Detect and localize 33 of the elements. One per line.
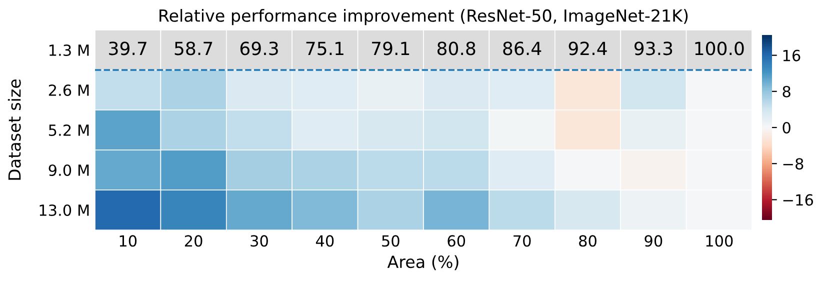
y-tick-label: 13.0 M [40, 204, 89, 216]
x-tick-label: 100 [706, 235, 733, 247]
color-bar-label: 16 [783, 50, 800, 62]
y-tick-label: 5.2 M [48, 124, 89, 136]
x-tick-label: 40 [316, 235, 334, 247]
data-label: 100.0 [695, 42, 744, 56]
data-label: 80.8 [437, 42, 476, 56]
x-tick-label: 20 [184, 235, 202, 247]
data-label: 92.4 [568, 42, 607, 56]
y-tick-label: 1.3 M [49, 44, 89, 56]
data-label: 39.7 [109, 42, 146, 56]
data-label: 58.7 [174, 42, 212, 56]
x-axis-title: Area (%) [387, 255, 458, 270]
data-label: 69.3 [240, 42, 278, 56]
chart-title: Relative performance improvement (ResNet-50, ImageNet-21K) [160, 9, 688, 26]
color-bar-label: 8 [782, 86, 790, 98]
y-tick-label: 2.6 M [48, 84, 89, 96]
x-tick-label: 60 [448, 235, 466, 247]
y-axis-title: Dataset size [8, 79, 21, 180]
color-bar-label: 0 [782, 122, 790, 134]
x-tick-label: 70 [514, 235, 531, 247]
data-label: 86.4 [503, 42, 542, 56]
data-label: 93.3 [634, 42, 672, 56]
x-tick-label: 50 [382, 235, 400, 247]
data-label: 79.1 [372, 42, 410, 56]
y-tick-label: 9.0 M [48, 164, 89, 176]
color-bar-label: −8 [783, 158, 804, 170]
x-tick-label: 10 [120, 235, 137, 247]
color-bar-label: −16 [783, 194, 813, 206]
x-tick-label: 80 [579, 235, 596, 247]
data-label: 75.1 [306, 42, 344, 56]
x-tick-label: 90 [644, 235, 662, 247]
x-tick-label: 30 [250, 235, 268, 247]
